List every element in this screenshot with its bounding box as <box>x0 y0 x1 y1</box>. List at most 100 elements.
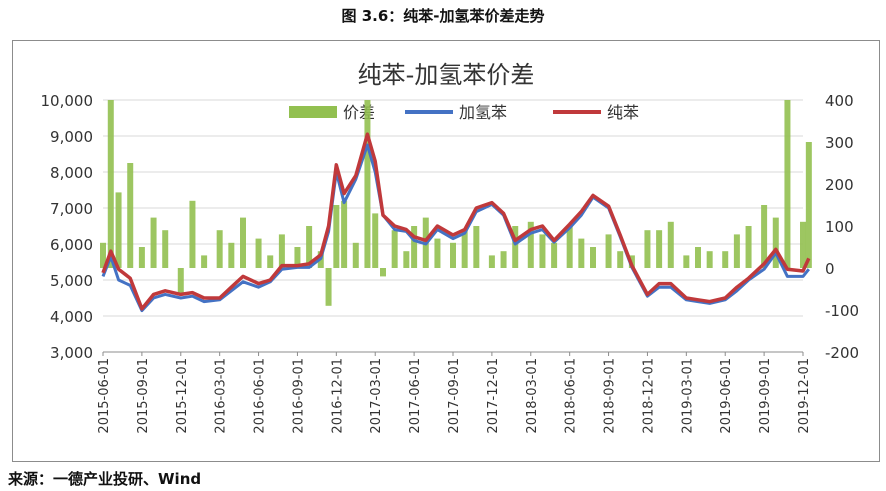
spread-bar <box>294 247 301 268</box>
spread-bar <box>578 238 585 268</box>
x-tick-label: 2018-09-01 <box>603 358 618 434</box>
spread-bar <box>240 217 246 268</box>
spread-bar <box>706 251 713 268</box>
chart-title: 纯苯-加氢苯价差 <box>358 61 535 89</box>
spread-bar <box>434 238 441 268</box>
spread-bar <box>512 226 519 268</box>
spread-bar <box>656 230 663 268</box>
spread-bar <box>605 234 612 268</box>
spread-bar <box>667 221 674 268</box>
x-tick-label: 2018-03-01 <box>525 358 540 434</box>
x-tick-label: 2018-12-01 <box>641 358 656 434</box>
spread-bar <box>255 238 262 268</box>
y-right-tick-label: -100 <box>825 302 859 320</box>
spread-bar <box>551 242 558 268</box>
spread-bar <box>805 142 812 268</box>
spread-bar <box>352 242 359 268</box>
legend-label-hydro: 加氢苯 <box>459 103 507 122</box>
x-tick-label: 2016-09-01 <box>291 358 306 434</box>
spread-bar <box>127 163 134 268</box>
pure-benzene-line <box>101 132 811 311</box>
x-tick-label: 2016-06-01 <box>253 358 268 434</box>
spread-bar <box>341 200 348 268</box>
spread-bar <box>138 247 145 268</box>
spread-bar <box>772 217 779 268</box>
spread-bar <box>228 242 235 268</box>
x-tick-label: 2017-06-01 <box>408 358 423 434</box>
x-tick-label: 2019-09-01 <box>758 358 773 434</box>
x-tick-label: 2015-12-01 <box>175 358 190 434</box>
x-tick-label: 2017-12-01 <box>486 358 501 434</box>
spread-bar <box>539 234 546 268</box>
spread-bar <box>761 205 768 268</box>
spread-bar <box>473 226 480 268</box>
x-tick-label: 2015-09-01 <box>136 358 151 434</box>
spread-bar <box>216 230 223 268</box>
legend-label-pure: 纯苯 <box>607 103 639 122</box>
y-right-tick-label: -200 <box>825 344 859 362</box>
spread-bar <box>644 230 651 268</box>
spread-bar <box>500 251 507 268</box>
legend-swatch-spread <box>289 106 337 118</box>
spread-bar <box>162 230 169 268</box>
spread-bar <box>695 247 701 268</box>
spread-bar <box>590 247 596 268</box>
y-left-tick-label: 3,000 <box>50 344 93 362</box>
spread-bar <box>100 242 106 268</box>
y-right-tick-label: 200 <box>825 176 854 194</box>
y-left-tick-label: 9,000 <box>50 128 93 146</box>
spread-bar <box>333 205 340 268</box>
source-note: 来源：一德产业投研、Wind <box>8 470 202 488</box>
y-left-tick-label: 5,000 <box>50 272 93 290</box>
spread-bar <box>189 200 196 268</box>
x-tick-label: 2019-06-01 <box>719 358 734 434</box>
spread-bar <box>364 100 371 268</box>
chart-frame: 纯苯-加氢苯价差 价差 加氢苯 纯苯 3,000 4,000 5,000 6,000 7… <box>12 40 880 462</box>
x-tick-label: 2016-03-01 <box>214 358 229 434</box>
spread-bar <box>380 268 386 277</box>
spread-bar <box>566 226 573 268</box>
spread-bar <box>784 100 791 268</box>
spread-bar <box>733 234 740 268</box>
spread-bar <box>325 268 332 306</box>
spread-bar <box>800 221 806 268</box>
spread-bar <box>745 226 752 268</box>
spread-bar <box>201 255 208 268</box>
x-tick-label: 2016-12-01 <box>330 358 345 434</box>
y-right-tick-label: 100 <box>825 218 854 236</box>
spread-bar <box>403 251 410 268</box>
spread-chart: 纯苯-加氢苯价差 价差 加氢苯 纯苯 3,000 4,000 5,000 6,000 7… <box>41 61 860 434</box>
y-left-tick-label: 10,000 <box>41 92 94 110</box>
spread-bar <box>278 234 285 268</box>
y-right-tick-label: 400 <box>825 92 854 110</box>
y-left-tick-label: 8,000 <box>50 164 93 182</box>
spread-bar <box>722 251 729 268</box>
y-right-tick-label: 300 <box>825 134 854 152</box>
x-tick-label: 2019-03-01 <box>680 358 695 434</box>
spread-bar <box>683 255 690 268</box>
spread-bar <box>107 100 114 268</box>
legend: 价差 加氢苯 纯苯 <box>289 103 639 122</box>
spread-bar <box>527 221 534 268</box>
spread-bar <box>488 255 495 268</box>
spread-bar <box>150 217 157 268</box>
spread-bar <box>372 213 379 268</box>
spread-bar <box>617 251 624 268</box>
x-tick-label: 2017-09-01 <box>447 358 462 434</box>
y-left-tick-label: 4,000 <box>50 308 93 326</box>
x-tick-label: 2015-06-01 <box>97 358 112 434</box>
spread-bar <box>391 230 398 268</box>
spread-bar <box>411 226 418 268</box>
spread-bar <box>115 192 122 268</box>
y-left-tick-label: 7,000 <box>50 200 93 218</box>
spread-bar <box>450 242 456 268</box>
spread-bar <box>177 268 184 294</box>
spread-bar <box>267 255 274 268</box>
y-left-tick-label: 6,000 <box>50 236 93 254</box>
x-tick-label: 2017-03-01 <box>369 358 384 434</box>
figure-caption: 图 3.6：纯苯-加氢苯价差走势 <box>341 7 545 25</box>
y-right-tick-label: 0 <box>825 260 835 278</box>
spread-bar <box>306 226 313 268</box>
spread-bar <box>461 230 468 268</box>
hydro-benzene-line <box>101 143 810 313</box>
